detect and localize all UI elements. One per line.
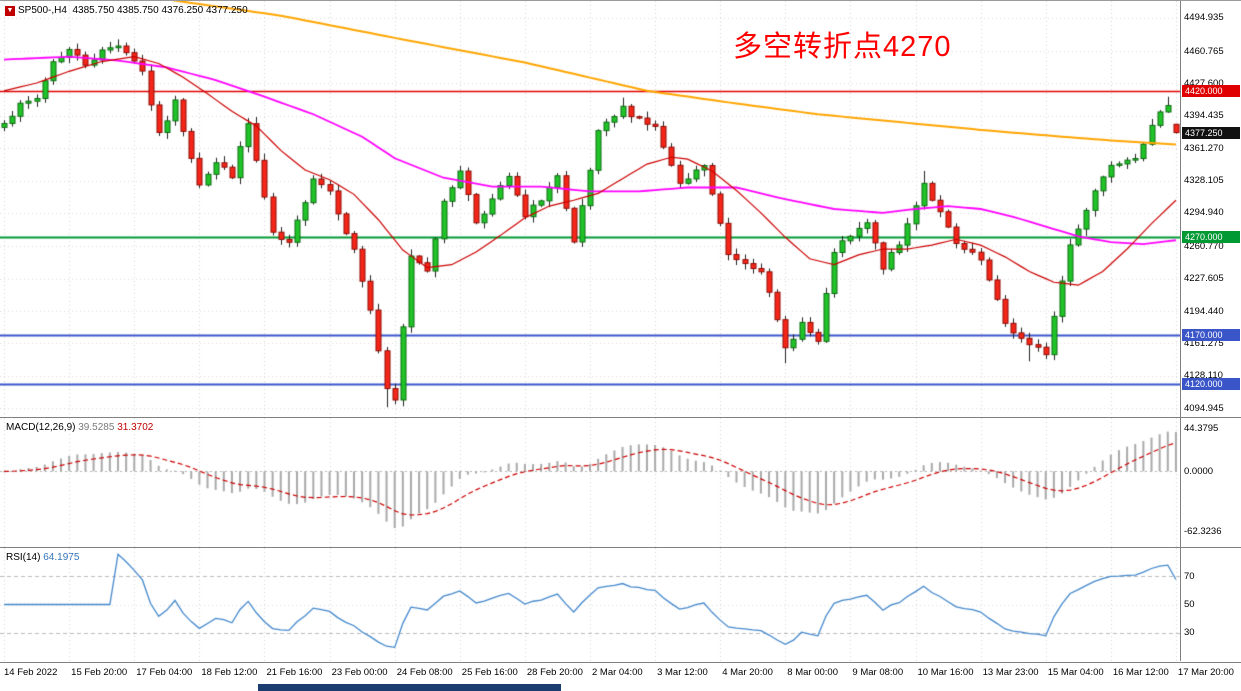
- level-price-badge: 4120.000: [1182, 377, 1240, 390]
- macd-signal-value: 31.3702: [117, 422, 154, 433]
- time-label: 10 Mar 16:00: [917, 667, 974, 678]
- price-tick-label: 4427.600: [1184, 77, 1224, 89]
- time-label: 18 Feb 12:00: [201, 667, 258, 678]
- level-price-badge: 4270.000: [1182, 231, 1240, 244]
- time-axis[interactable]: 14 Feb 2022 15 Feb 20:00 17 Feb 04:00 18 Fe…: [0, 662, 1241, 685]
- rsi-tick-label: 50: [1184, 599, 1195, 610]
- rsi-axis[interactable]: 70 50 30: [1180, 548, 1241, 661]
- rsi-tick-label: 30: [1184, 627, 1195, 639]
- macd-tick-label: 44.3795: [1184, 422, 1219, 434]
- panel-separator-macd[interactable]: [0, 417, 1241, 418]
- price-tick-label: 4394.435: [1184, 110, 1224, 122]
- time-label: 13 Mar 23:00: [982, 667, 1039, 678]
- price-tick-label: 4094.945: [1184, 402, 1224, 414]
- time-label: 3 Mar 12:00: [657, 667, 708, 678]
- macd-name: MACD(12,26,9): [6, 422, 76, 433]
- time-label: 21 Feb 16:00: [266, 667, 323, 678]
- macd-indicator-label: MACD(12,26,9) 39.5285 31.3702: [6, 422, 153, 433]
- price-tick-label: 4494.935: [1184, 12, 1224, 24]
- rsi-panel-canvas[interactable]: [0, 548, 1180, 661]
- price-tick-label: 4260.770: [1184, 240, 1224, 252]
- time-label: 17 Feb 04:00: [136, 667, 193, 678]
- macd-main-value: 39.5285: [78, 422, 115, 433]
- macd-tick-label: -62.3236: [1184, 526, 1222, 538]
- rsi-tick-label: 70: [1184, 570, 1195, 582]
- price-tick-label: 4194.440: [1184, 305, 1224, 317]
- macd-panel-canvas[interactable]: [0, 418, 1180, 547]
- price-chart-canvas[interactable]: [0, 1, 1180, 417]
- ohlc-readout: 4385.750 4385.750 4376.250 4377.250: [72, 5, 248, 16]
- time-label: 25 Feb 16:00: [461, 667, 518, 678]
- time-label: 23 Feb 00:00: [331, 667, 388, 678]
- rsi-indicator-label: RSI(14) 64.1975: [6, 552, 79, 563]
- price-tick-label: 4460.765: [1184, 45, 1224, 57]
- time-label: 4 Mar 20:00: [722, 667, 773, 678]
- time-label: 17 Mar 20:00: [1177, 667, 1234, 678]
- time-label: 9 Mar 08:00: [852, 667, 904, 678]
- panel-separator-rsi[interactable]: [0, 547, 1241, 548]
- price-tick-label: 4227.605: [1184, 273, 1224, 285]
- price-axis[interactable]: 4494.935 4460.765 4427.600 4394.435 4361.270…: [1180, 1, 1241, 417]
- price-tick-label: 4294.940: [1184, 207, 1224, 219]
- price-tick-label: 4328.105: [1184, 175, 1224, 187]
- rsi-name: RSI(14): [6, 552, 41, 563]
- level-price-badge: 4420.000: [1182, 84, 1240, 97]
- time-label: 15 Feb 20:00: [71, 667, 128, 678]
- rsi-value: 64.1975: [43, 552, 80, 563]
- time-label: 16 Mar 12:00: [1112, 667, 1169, 678]
- time-label: 2 Mar 04:00: [592, 667, 643, 678]
- current-price-badge: 4377.250: [1182, 126, 1240, 139]
- time-label: 14 Feb 2022: [4, 667, 58, 678]
- price-tick-label: 4128.110: [1184, 370, 1223, 382]
- macd-axis[interactable]: 44.3795 0.0000 -62.3236: [1180, 418, 1241, 547]
- macd-tick-label: 0.0000: [1184, 465, 1214, 477]
- time-label: 15 Mar 04:00: [1047, 667, 1104, 678]
- symbol-timeframe-label: SP500-,H4: [18, 5, 67, 16]
- price-tick-label: 4361.270: [1184, 142, 1224, 154]
- time-label: 24 Feb 08:00: [396, 667, 453, 678]
- background-window-fragment[interactable]: [258, 684, 561, 691]
- price-tick-label: 4161.275: [1184, 337, 1224, 349]
- level-price-badge: 4170.000: [1182, 328, 1240, 341]
- chart-title: ▼ SP500-,H4 4385.750 4385.750 4376.250 43…: [5, 5, 248, 16]
- chart-annotation-text: 多空转折点4270: [733, 31, 952, 63]
- chart-symbol-icon: ▼: [5, 6, 15, 16]
- time-label: 8 Mar 00:00: [787, 667, 838, 678]
- time-label: 28 Feb 20:00: [526, 667, 583, 678]
